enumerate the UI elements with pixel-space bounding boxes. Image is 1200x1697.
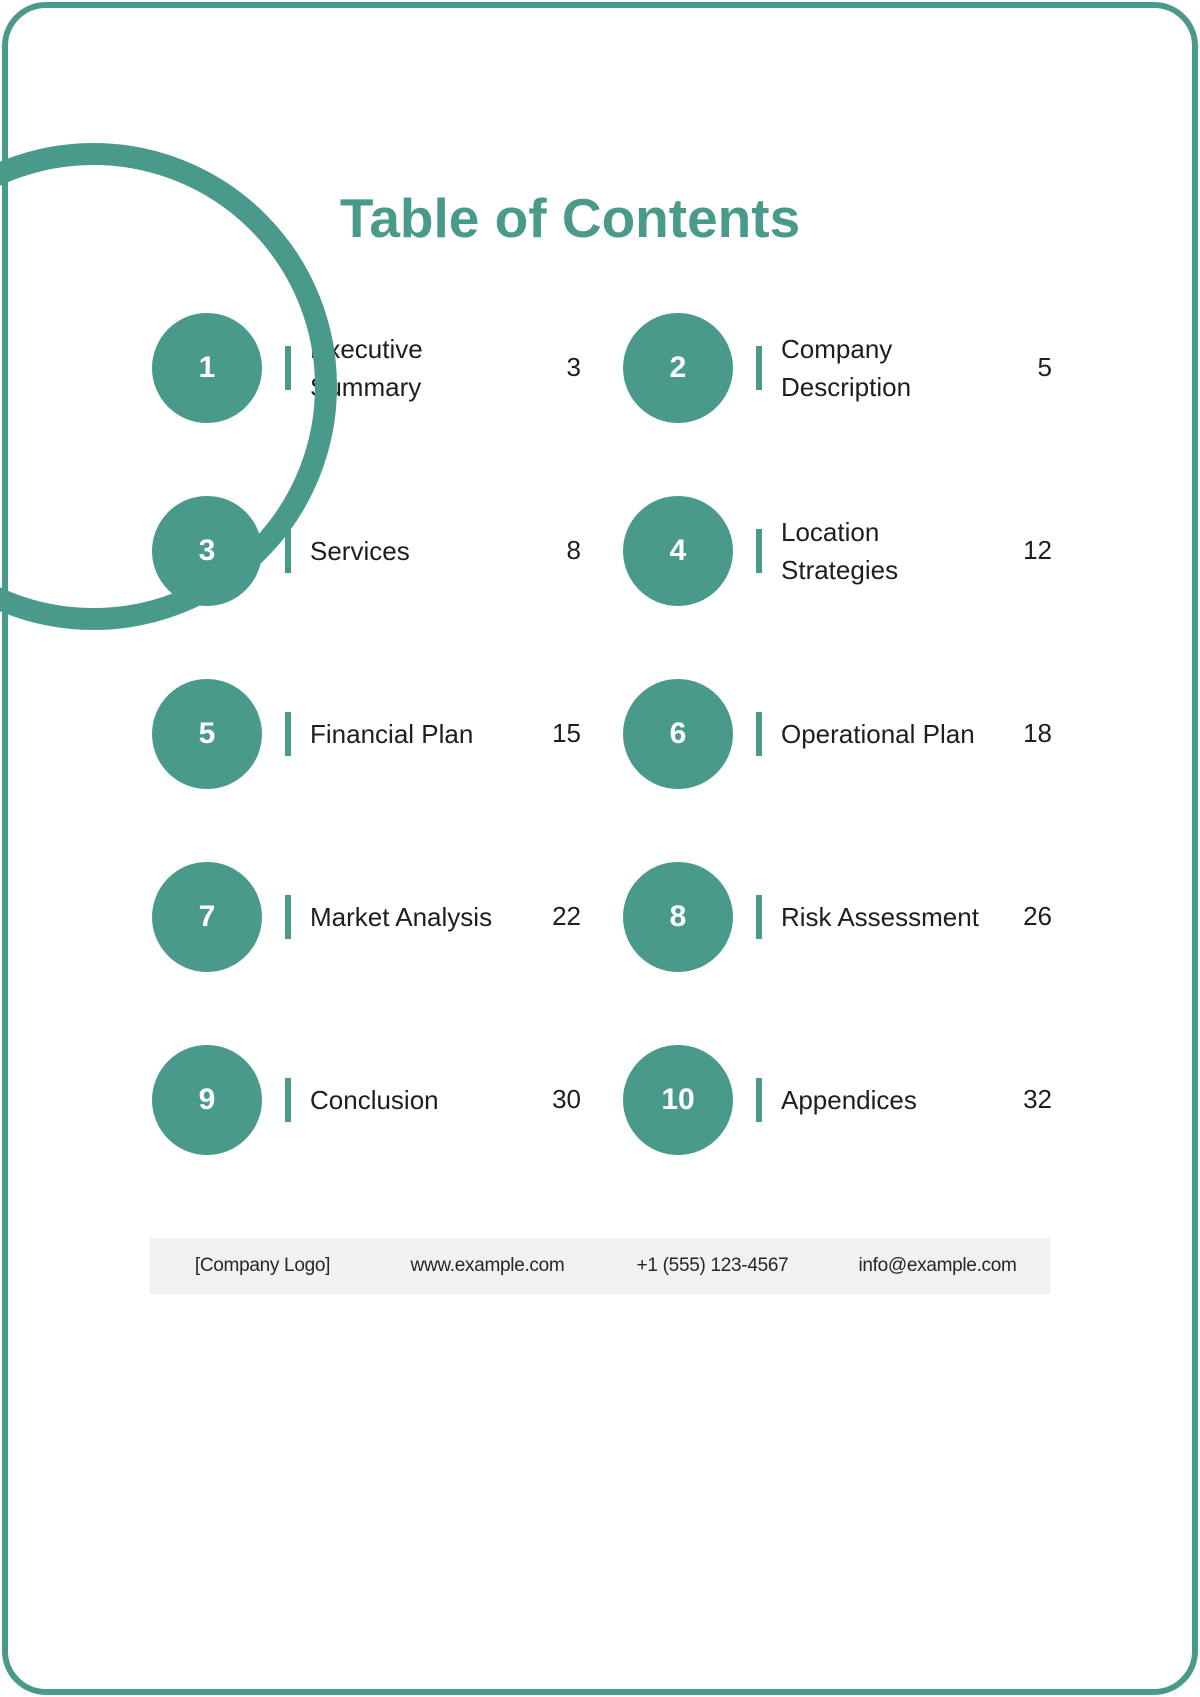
item-label: Financial Plan	[310, 718, 474, 749]
item-label: Operational Plan	[781, 718, 975, 749]
item-number-badge: 8	[623, 861, 733, 972]
item-page-number: 3	[566, 352, 581, 382]
toc-item-market-analysis[interactable]: 7 Market Analysis 22	[152, 825, 581, 1008]
item-page-number: 30	[552, 1084, 581, 1114]
toc-item-financial-plan[interactable]: 5 Financial Plan 15	[152, 642, 581, 825]
footer-email-link[interactable]: info@example.com	[858, 1255, 1017, 1276]
item-page-number: 18	[1023, 718, 1052, 748]
toc-item-conclusion[interactable]: 9 Conclusion 30	[152, 1008, 581, 1191]
item-tick-bar	[756, 345, 762, 390]
item-page-number: 26	[1023, 901, 1052, 931]
item-label: Company Description	[781, 333, 912, 402]
item-label: Risk Assessment	[781, 901, 979, 932]
item-tick-bar	[756, 528, 762, 573]
footer-phone: +1 (555) 123-4567	[636, 1255, 789, 1276]
item-label: Market Analysis	[310, 901, 493, 932]
item-page-number: 15	[552, 718, 581, 748]
item-tick-bar	[285, 1077, 291, 1122]
footer-company-logo: [Company Logo]	[194, 1255, 331, 1276]
item-page-number: 12	[1023, 535, 1052, 565]
toc-item-location-strategies[interactable]: 4 Location Strategies 12	[623, 459, 1052, 642]
item-tick-bar	[756, 1077, 762, 1122]
item-number-badge: 9	[152, 1044, 262, 1155]
item-number-badge: 6	[623, 678, 733, 789]
footer-website-link[interactable]: www.example.com	[410, 1255, 565, 1276]
toc-item-company-description[interactable]: 2 Company Description 5	[623, 276, 1052, 459]
item-label: Executive Summary	[310, 333, 423, 402]
item-tick-bar	[285, 711, 291, 756]
item-tick-bar	[756, 894, 762, 939]
item-number-badge: 2	[623, 312, 733, 423]
item-tick-bar	[756, 711, 762, 756]
item-label: Appendices	[781, 1084, 917, 1115]
item-tick-bar	[285, 528, 291, 573]
item-page-number: 32	[1023, 1084, 1052, 1114]
item-number-badge: 5	[152, 678, 262, 789]
toc-item-appendices[interactable]: 10 Appendices 32	[623, 1008, 1052, 1191]
item-tick-bar	[285, 894, 291, 939]
toc-item-operational-plan[interactable]: 6 Operational Plan 18	[623, 642, 1052, 825]
toc-item-risk-assessment[interactable]: 8 Risk Assessment 26	[623, 825, 1052, 1008]
item-label: Conclusion	[310, 1084, 439, 1115]
item-page-number: 5	[1037, 352, 1052, 382]
item-number-badge: 10	[623, 1044, 733, 1155]
item-page-number: 22	[552, 901, 581, 931]
item-page-number: 8	[566, 535, 581, 565]
item-number-badge: 7	[152, 861, 262, 972]
item-label: Services	[310, 535, 410, 566]
item-number-badge: 4	[623, 495, 733, 606]
footer-bar: [Company Logo] www.example.com +1 (555) …	[150, 1238, 1050, 1294]
page-title: Table of Contents	[339, 187, 801, 249]
item-label: Location Strategies	[781, 516, 899, 585]
